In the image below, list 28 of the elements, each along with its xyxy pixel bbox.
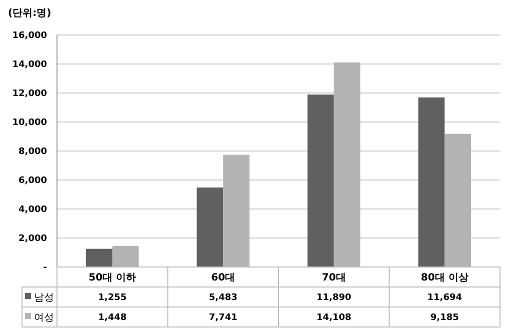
y-tick-label: 8,000 xyxy=(18,147,47,158)
data-label: 5,483 xyxy=(208,293,238,304)
bar xyxy=(308,94,334,267)
data-label: 7,741 xyxy=(208,313,238,324)
y-tick-label: 2,000 xyxy=(18,234,47,244)
data-label: 1,448 xyxy=(98,313,127,324)
y-tick-label: 4,000 xyxy=(18,205,47,216)
x-tick-label: 80대 이상 xyxy=(420,272,468,284)
data-label: 11,694 xyxy=(427,293,462,304)
y-tick-label: 14,000 xyxy=(12,60,47,70)
bar xyxy=(86,248,112,267)
y-tick-label: 6,000 xyxy=(18,176,47,186)
x-tick-label: 60대 xyxy=(211,272,236,284)
bar xyxy=(418,97,445,267)
y-axis-title: (단위:명) xyxy=(8,8,52,19)
y-tick-label: 10,000 xyxy=(12,118,47,128)
data-label: 14,108 xyxy=(316,313,352,324)
data-label: 11,890 xyxy=(316,293,352,304)
legend-label: 여성 xyxy=(34,312,54,324)
y-tick-label: - xyxy=(43,263,48,274)
x-tick-label: 50대 이하 xyxy=(88,272,136,284)
bar xyxy=(196,187,224,267)
data-label: 9,185 xyxy=(430,313,459,324)
y-tick-label: 12,000 xyxy=(12,89,47,100)
x-tick-label: 70대 xyxy=(322,272,346,284)
y-tick-label: 16,000 xyxy=(12,31,47,42)
legend-label: 남성 xyxy=(34,292,54,304)
data-label: 1,255 xyxy=(98,293,127,304)
